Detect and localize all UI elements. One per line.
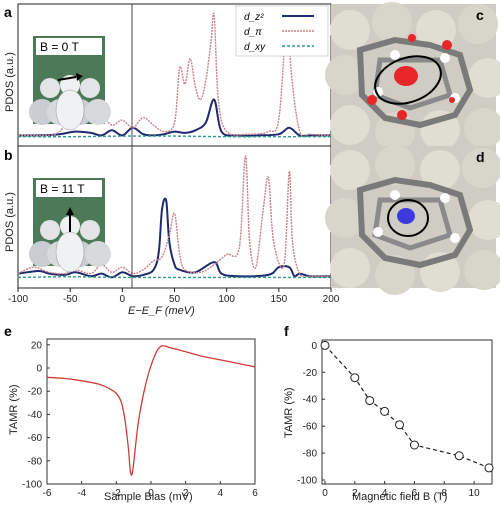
f-xtick-label: 8: [441, 488, 447, 499]
panel-b-ylabel: PDOS (a.u.): [4, 192, 16, 252]
f-ytick-label: 0: [311, 341, 317, 352]
f-xtick-label: 4: [382, 488, 388, 499]
f-ytick-label: -40: [303, 395, 318, 406]
panel-e-frame: [46, 338, 256, 485]
tamr-field-dashed-line: [324, 344, 490, 469]
panel-b-xticks: -100 -50 0 50 100 150 200: [8, 288, 340, 305]
f-xtick-label: 2: [352, 488, 358, 499]
panel-a: a PDOS (a.u.) B = 0 T: [4, 3, 332, 147]
field-label-a-bg: [36, 38, 102, 55]
f-xtick-label: 6: [412, 488, 418, 499]
stm-tip-icon: [29, 75, 111, 131]
e-xtick-label: 0: [148, 488, 154, 499]
field-label-b-bg: [36, 180, 102, 197]
panel-a-inset: B = 0 T: [29, 36, 111, 131]
panel-f-xlabel: Magnetic field B (T): [352, 491, 447, 503]
panel-f-label: f: [284, 323, 289, 339]
panel-e-label: e: [4, 323, 12, 339]
spin-arrow-horizontal-icon: [57, 76, 77, 81]
e-xtick-label: 2: [183, 488, 189, 499]
spin-density-down-icon: [397, 208, 415, 224]
e-ytick-label: -60: [28, 433, 43, 444]
panel-e-xlabel: Sample Bias (mV): [104, 491, 193, 503]
panel-f-ylabel: TAMR (%): [283, 387, 295, 438]
panel-f-plot: 0 2 4 6 8 10 0 -20 -40 -60 -80 -100: [297, 340, 494, 499]
panel-e: e TAMR (%) Sample Bias (mV) -6 -4 -2 0 2 4 620…: [4, 323, 258, 503]
legend-dpi-label: d_π: [244, 27, 262, 38]
panel-d: d: [325, 145, 500, 295]
pdos-series-a-0: [17, 98, 331, 137]
f-ytick-label: -100: [297, 476, 317, 487]
f-ytick-label: -80: [303, 449, 318, 460]
pdos-xtick-label: 50: [169, 294, 181, 305]
highlight-ring-c: [374, 55, 442, 105]
panel-b-field-label: B = 11 T: [40, 182, 85, 196]
panel-c: c: [325, 2, 500, 152]
porphyrin-molecule-image: [325, 2, 500, 152]
tamr-field-point: [409, 440, 419, 450]
panel-a-legend: d_z² d_π d_xy: [235, 5, 329, 57]
tamr-bias-line: [46, 345, 256, 476]
tamr-field-point: [395, 420, 405, 430]
panel-b-plot: [17, 155, 332, 279]
stm-tip-icon: [29, 216, 111, 273]
panel-a-label: a: [4, 4, 12, 20]
tamr-field-point: [484, 463, 494, 473]
panel-b-label: b: [4, 147, 13, 163]
f-xtick-label: 0: [322, 488, 328, 499]
panel-b-xlabel: E−E_F (meV): [128, 305, 195, 317]
highlight-ring-d: [387, 199, 429, 237]
porphyrin-molecule-image: [325, 145, 500, 295]
tamr-field-point: [350, 373, 360, 383]
e-ytick-label: 0: [36, 364, 42, 375]
pdos-xtick-label: -50: [63, 294, 78, 305]
e-xtick-label: 4: [218, 488, 224, 499]
e-ytick-label: -40: [28, 410, 43, 421]
panel-e-ylabel: TAMR (%): [8, 384, 20, 435]
f-ytick-label: -20: [303, 368, 318, 379]
legend-dxy-label: d_xy: [244, 42, 266, 53]
e-xtick-label: -6: [43, 488, 52, 499]
f-ytick-label: -60: [303, 422, 318, 433]
e-ytick-label: -20: [28, 387, 43, 398]
pdos-xtick-label: 200: [323, 294, 340, 305]
tamr-field-point: [320, 340, 330, 350]
e-xtick-label: -4: [77, 488, 86, 499]
pdos-xtick-label: 0: [120, 294, 126, 305]
pdos-series-b-2: [17, 276, 331, 279]
legend-dz2-label: d_z²: [244, 12, 264, 23]
panel-b-inset: B = 11 T: [29, 178, 111, 273]
pdos-xtick-label: 100: [218, 294, 235, 305]
tamr-field-point: [454, 451, 464, 461]
pdos-series-b-0: [17, 197, 332, 279]
spin-arrowhead-b: [66, 207, 74, 215]
f-xtick-label: 10: [469, 488, 481, 499]
tamr-field-point: [380, 406, 390, 416]
tamr-field-point: [365, 396, 375, 406]
pdos-xtick-label: 150: [270, 294, 287, 305]
e-ytick-label: -80: [28, 456, 43, 467]
panel-f: f TAMR (%) Magnetic field B (T) 0 2 4 6 8 100…: [283, 323, 494, 503]
e-xtick-label: 6: [252, 488, 258, 499]
panel-d-label: d: [476, 149, 485, 165]
panel-c-label: c: [476, 7, 484, 23]
panel-a-field-label: B = 0 T: [40, 40, 79, 54]
pdos-series-a-2: [17, 135, 331, 138]
spin-density-up-icon: [394, 66, 418, 86]
panel-f-frame: [321, 339, 493, 485]
panel-b: b PDOS (a.u.) B = 11 T -100 -50 0 50 100 150 2…: [4, 145, 340, 317]
spin-arrowhead-a: [76, 73, 83, 81]
pdos-xtick-label: -100: [8, 294, 28, 305]
e-ytick-label: -100: [22, 480, 42, 491]
e-ytick-label: 20: [31, 340, 43, 351]
e-xtick-label: -2: [112, 488, 121, 499]
panel-a-ylabel: PDOS (a.u.): [4, 52, 16, 112]
